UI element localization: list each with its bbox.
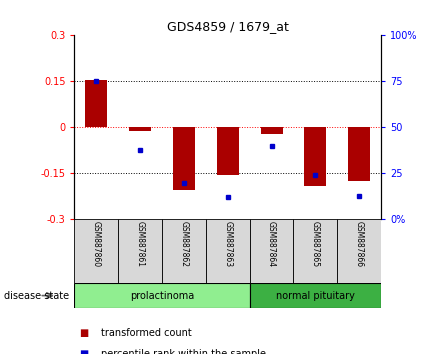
Text: disease state: disease state xyxy=(4,291,70,301)
Bar xyxy=(162,219,206,283)
Text: GSM887860: GSM887860 xyxy=(92,221,101,268)
Bar xyxy=(348,127,370,181)
Text: percentile rank within the sample: percentile rank within the sample xyxy=(101,349,266,354)
Text: ■: ■ xyxy=(79,349,88,354)
Text: ■: ■ xyxy=(79,328,88,338)
Text: transformed count: transformed count xyxy=(101,328,191,338)
Text: GSM887865: GSM887865 xyxy=(311,221,320,268)
Bar xyxy=(206,219,250,283)
Bar xyxy=(250,283,381,308)
Bar xyxy=(261,127,283,133)
Text: GSM887862: GSM887862 xyxy=(180,221,188,267)
Text: normal pituitary: normal pituitary xyxy=(276,291,355,301)
Title: GDS4859 / 1679_at: GDS4859 / 1679_at xyxy=(167,20,289,33)
Text: GSM887863: GSM887863 xyxy=(223,221,232,268)
Bar xyxy=(85,80,107,127)
Bar xyxy=(337,219,381,283)
Bar xyxy=(293,219,337,283)
Text: GSM887861: GSM887861 xyxy=(136,221,145,267)
Bar xyxy=(74,283,250,308)
Bar xyxy=(250,219,293,283)
Bar xyxy=(118,219,162,283)
Text: GSM887864: GSM887864 xyxy=(267,221,276,268)
Bar xyxy=(74,219,118,283)
Bar xyxy=(304,127,326,186)
Text: GSM887866: GSM887866 xyxy=(355,221,364,268)
Bar xyxy=(173,127,195,190)
Bar xyxy=(129,127,151,131)
Text: prolactinoma: prolactinoma xyxy=(130,291,194,301)
Bar xyxy=(217,127,239,175)
